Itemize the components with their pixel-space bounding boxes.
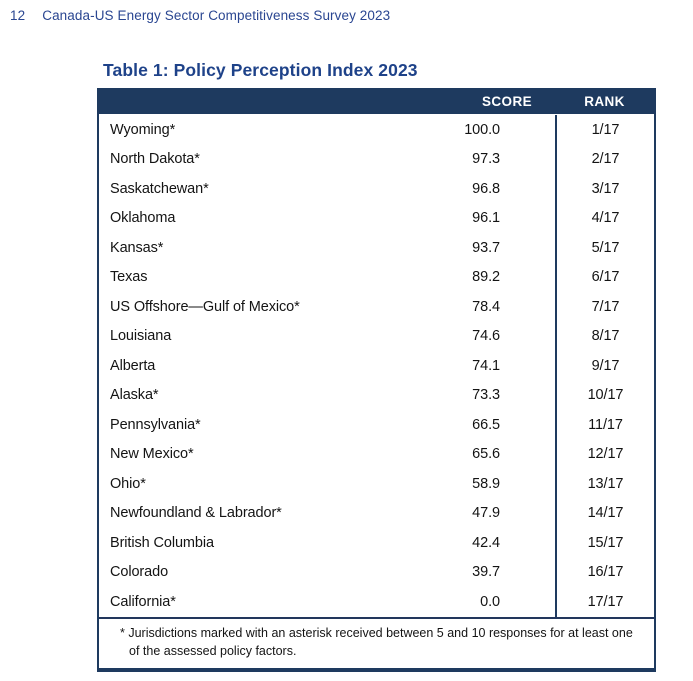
rank-cell: 1/17: [555, 115, 654, 145]
table-row: Newfoundland & Labrador* 47.9 14/17: [99, 498, 654, 528]
rank-cell: 7/17: [555, 292, 654, 322]
table-row: Saskatchewan* 96.8 3/17: [99, 174, 654, 204]
table-body: Wyoming* 100.0 1/17 North Dakota* 97.3 2…: [99, 114, 654, 617]
jurisdiction-cell: North Dakota*: [110, 151, 200, 168]
page-number: 12: [10, 8, 26, 23]
jurisdiction-cell: Ohio*: [110, 475, 146, 492]
rank-cell: 4/17: [555, 203, 654, 233]
jurisdiction-cell: Newfoundland & Labrador*: [110, 505, 282, 522]
score-cell: 47.9: [472, 505, 500, 522]
score-cell: 96.8: [472, 180, 500, 197]
jurisdiction-cell: Alaska*: [110, 387, 159, 404]
table-row: Ohio* 58.9 13/17: [99, 469, 654, 499]
page-header: 12 Canada-US Energy Sector Competitivene…: [10, 8, 390, 23]
score-cell: 78.4: [472, 298, 500, 315]
rank-cell: 10/17: [555, 380, 654, 410]
table-row: Texas 89.2 6/17: [99, 262, 654, 292]
document-title: Canada-US Energy Sector Competitiveness …: [42, 8, 391, 23]
jurisdiction-cell: California*: [110, 593, 176, 610]
table-row: Louisiana 74.6 8/17: [99, 321, 654, 351]
rank-cell: 6/17: [555, 262, 654, 292]
jurisdiction-cell: Saskatchewan*: [110, 180, 209, 197]
score-cell: 74.1: [472, 357, 500, 374]
jurisdiction-cell: Wyoming*: [110, 121, 176, 138]
score-cell: 93.7: [472, 239, 500, 256]
score-cell: 39.7: [472, 564, 500, 581]
score-cell: 74.6: [472, 328, 500, 345]
rank-cell: 11/17: [555, 410, 654, 440]
score-cell: 100.0: [464, 121, 500, 138]
rank-cell: 8/17: [555, 321, 654, 351]
score-cell: 66.5: [472, 416, 500, 433]
jurisdiction-cell: New Mexico*: [110, 446, 194, 463]
rank-cell: 13/17: [555, 469, 654, 499]
rank-cell: 2/17: [555, 144, 654, 174]
table-row: Colorado 39.7 16/17: [99, 557, 654, 587]
rank-cell: 3/17: [555, 174, 654, 204]
table-row: Oklahoma 96.1 4/17: [99, 203, 654, 233]
table-row: Kansas* 93.7 5/17: [99, 233, 654, 263]
table-row: Pennsylvania* 66.5 11/17: [99, 410, 654, 440]
score-cell: 0.0: [480, 593, 500, 610]
rank-cell: 17/17: [555, 587, 654, 617]
table-footnote: * Jurisdictions marked with an asterisk …: [99, 616, 654, 668]
table-row: New Mexico* 65.6 12/17: [99, 439, 654, 469]
jurisdiction-cell: Oklahoma: [110, 210, 176, 227]
rank-cell: 15/17: [555, 528, 654, 558]
rank-cell: 14/17: [555, 498, 654, 528]
score-cell: 58.9: [472, 475, 500, 492]
column-header-score: SCORE: [481, 93, 532, 109]
table-row: British Columbia 42.4 15/17: [99, 528, 654, 558]
score-cell: 42.4: [472, 534, 500, 551]
jurisdiction-cell: Pennsylvania*: [110, 416, 201, 433]
jurisdiction-cell: Kansas*: [110, 239, 164, 256]
column-header-rank: RANK: [584, 93, 625, 109]
rank-cell: 16/17: [555, 557, 654, 587]
footnote-text: * Jurisdictions marked with an asterisk …: [120, 625, 633, 658]
table-row: Wyoming* 100.0 1/17: [99, 115, 654, 145]
table-row: Alberta 74.1 9/17: [99, 351, 654, 381]
table-row: US Offshore—Gulf of Mexico* 78.4 7/17: [99, 292, 654, 322]
jurisdiction-cell: Colorado: [110, 564, 169, 581]
score-cell: 73.3: [472, 387, 500, 404]
table-row: North Dakota* 97.3 2/17: [99, 144, 654, 174]
score-cell: 97.3: [472, 151, 500, 168]
rank-cell: 12/17: [555, 439, 654, 469]
jurisdiction-cell: Louisiana: [110, 328, 172, 345]
table-header-row: SCORE RANK: [99, 88, 654, 114]
score-cell: 89.2: [472, 269, 500, 286]
jurisdiction-cell: Alberta: [110, 357, 156, 374]
jurisdiction-cell: British Columbia: [110, 534, 214, 551]
table-row: Alaska* 73.3 10/17: [99, 380, 654, 410]
score-cell: 96.1: [472, 210, 500, 227]
jurisdiction-cell: Texas: [110, 269, 148, 286]
rank-cell: 5/17: [555, 233, 654, 263]
score-cell: 65.6: [472, 446, 500, 463]
rank-cell: 9/17: [555, 351, 654, 381]
policy-perception-table: SCORE RANK Wyoming* 100.0 1/17 North Dak…: [97, 88, 656, 672]
table-title: Table 1: Policy Perception Index 2023: [103, 60, 418, 80]
table-row: California* 0.0 17/17: [99, 587, 654, 617]
jurisdiction-cell: US Offshore—Gulf of Mexico*: [110, 298, 300, 315]
